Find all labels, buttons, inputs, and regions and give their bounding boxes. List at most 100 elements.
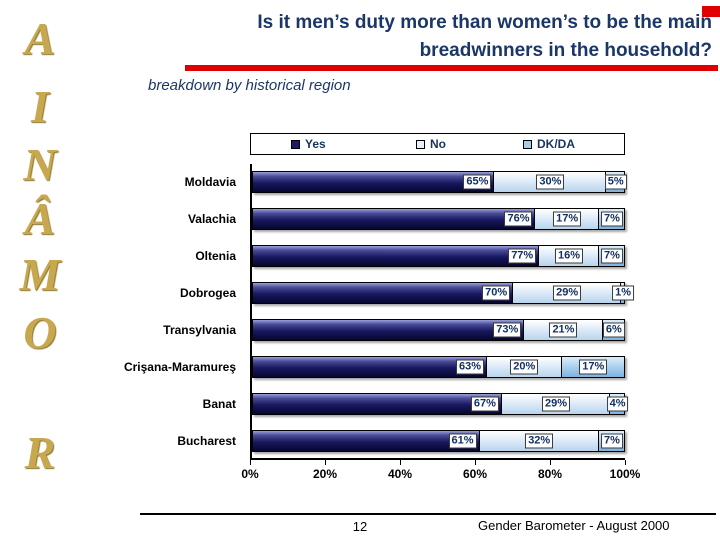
stacked-bar: 67% 29% 4% [252, 393, 629, 415]
sidebar-letter: Â [24, 193, 56, 244]
sidebar-letter: N [23, 139, 57, 190]
data-label: 67% [470, 396, 499, 412]
bar-segment-yes [252, 393, 502, 415]
data-label: 61% [448, 433, 477, 449]
data-label: 7% [600, 211, 623, 227]
legend-swatch-icon [291, 139, 300, 149]
stacked-bar: 73% 21% 6% [252, 319, 625, 341]
data-label: 5% [604, 174, 627, 190]
stacked-bar: 65% 30% 5% [252, 171, 627, 193]
bar-row: 77% 16% 7% [252, 238, 625, 275]
data-label: 20% [510, 359, 539, 375]
data-label: 63% [455, 359, 484, 375]
stacked-bar: 76% 17% 7% [252, 208, 625, 230]
sidebar-letter: A [24, 13, 56, 64]
data-label: 65% [463, 174, 492, 190]
bar-segment-yes [252, 245, 540, 267]
axis-tick-label: 60% [462, 467, 488, 481]
data-label: 77% [508, 248, 537, 264]
data-label: 30% [536, 174, 565, 190]
sidebar-letter: R [24, 427, 56, 478]
category-label: Banat [202, 397, 236, 411]
footer-divider [140, 513, 716, 515]
sidebar-letter: M [19, 249, 61, 300]
data-label: 7% [600, 433, 623, 449]
axis-tick [250, 460, 251, 465]
bar-row: 67% 29% 4% [252, 386, 629, 423]
stacked-bar: 63% 20% 17% [252, 356, 625, 378]
category-axis: Moldavia Valachia Oltenia Dobrogea Transylva… [100, 164, 244, 460]
legend-label: No [430, 137, 446, 151]
title-line2: breadwinners in the household? [419, 40, 712, 61]
sidebar-letter: O [23, 307, 57, 358]
sidebar-letter: I [31, 81, 49, 132]
data-label: 29% [541, 396, 570, 412]
data-label: 6% [602, 322, 625, 338]
axis-tick [625, 460, 626, 465]
category-label: Moldavia [184, 175, 236, 189]
data-label: 76% [504, 211, 533, 227]
axis-tick [400, 460, 401, 465]
bar-segment-yes [252, 319, 525, 341]
axis-tick [550, 460, 551, 465]
category-label: Bucharest [177, 434, 236, 448]
stacked-bar: 70% 29% 1% [252, 282, 635, 304]
axis-tick-label: 80% [537, 467, 563, 481]
chart-legend: Yes No DK/DA [250, 133, 625, 155]
data-label: 16% [555, 248, 584, 264]
title-line1: Is it men’s duty more than women’s to be… [257, 12, 712, 33]
bar-segment-yes [252, 282, 514, 304]
bar-segment-yes [252, 208, 536, 230]
chart-subtitle: breakdown by historical region [148, 77, 351, 94]
bar-row: 70% 29% 1% [252, 275, 635, 312]
data-label: 4% [606, 396, 629, 412]
bar-segment-yes [252, 171, 495, 193]
bar-row: 61% 32% 7% [252, 423, 625, 460]
legend-label: Yes [305, 137, 326, 151]
bar-segment-yes [252, 430, 480, 452]
footer-source: Gender Barometer - August 2000 [478, 518, 670, 533]
axis-tick-label: 100% [609, 467, 641, 481]
legend-item: No [416, 134, 446, 154]
legend-item: Yes [291, 134, 326, 154]
legend-label: DK/DA [537, 137, 575, 151]
title-underline [185, 65, 718, 71]
legend-swatch-icon [416, 139, 425, 149]
axis-tick-label: 40% [387, 467, 413, 481]
legend-item: DK/DA [523, 134, 575, 154]
category-label: Crişana-Maramureş [123, 360, 236, 374]
data-label: 70% [482, 285, 511, 301]
category-label: Transylvania [163, 323, 236, 337]
stacked-bar: 77% 16% 7% [252, 245, 625, 267]
data-label: 32% [525, 433, 554, 449]
data-label: 17% [553, 211, 582, 227]
data-label: 73% [493, 322, 522, 338]
page-title: Is it men’s duty more than women’s to be… [150, 9, 712, 65]
legend-swatch-icon [523, 139, 532, 149]
axis-tick-label: 20% [312, 467, 338, 481]
bar-row: 65% 30% 5% [252, 164, 627, 201]
bar-row: 73% 21% 6% [252, 312, 625, 349]
category-label: Oltenia [195, 249, 236, 263]
axis-tick-label: 0% [241, 467, 259, 481]
data-label: 17% [579, 359, 608, 375]
bar-segment-yes [252, 356, 487, 378]
plot-area: 65% 30% 5% 76% 17% 7% 77% 16% 7% 70% 29% 1% 73% 21% 6%… [250, 164, 635, 460]
x-axis: 0% 20% 40% 60% 80% 100% [241, 460, 640, 484]
data-label: 7% [600, 248, 623, 264]
page-number: 12 [352, 519, 368, 534]
category-label: Dobrogea [179, 286, 236, 300]
stacked-bar: 61% 32% 7% [252, 430, 625, 452]
data-label: 21% [549, 322, 578, 338]
axis-tick [325, 460, 326, 465]
data-label: 1% [612, 285, 635, 301]
corner-accent [702, 6, 720, 17]
bar-row: 63% 20% 17% [252, 349, 625, 386]
axis-tick [475, 460, 476, 465]
category-label: Valachia [187, 212, 236, 226]
data-label: 29% [553, 285, 582, 301]
stacked-bar-chart: Yes No DK/DA Moldavia Valachia Oltenia Dobrog… [100, 130, 660, 495]
bar-row: 76% 17% 7% [252, 201, 625, 238]
